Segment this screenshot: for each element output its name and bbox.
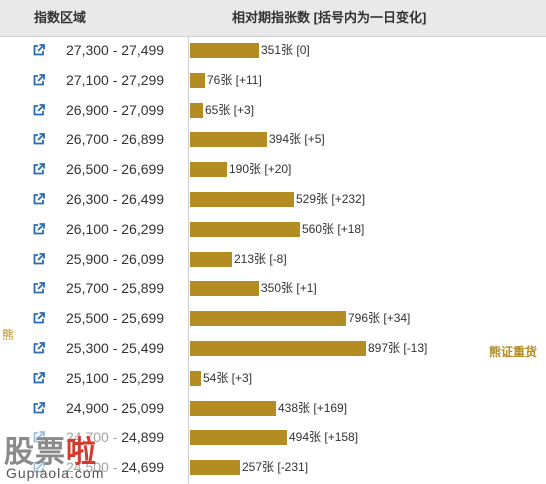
- index-range-label: 27,100 - 27,299: [66, 71, 165, 88]
- bar: [190, 132, 267, 148]
- index-range-label: 25,300 - 25,499: [66, 340, 165, 356]
- bar: [190, 162, 227, 178]
- external-link-icon[interactable]: [33, 44, 45, 56]
- bear-side-label: 熊: [2, 328, 15, 342]
- table-row: 27,300 - 27,499 351张 [0]: [0, 36, 546, 66]
- external-link-icon[interactable]: [33, 342, 45, 354]
- external-link-icon[interactable]: [33, 73, 45, 86]
- external-link-icon[interactable]: [33, 252, 45, 265]
- bar-data-label: 529张 [+232]: [296, 192, 366, 206]
- bar: [190, 221, 300, 237]
- table-row: 25,300 - 25,499 897张 [-13]: [0, 334, 546, 364]
- bar-data-label: 76张 [+11]: [207, 72, 262, 87]
- bar: [190, 311, 346, 327]
- column-divider: [188, 36, 189, 484]
- table-row: 26,500 - 26,699 190张 [+20]: [0, 155, 546, 185]
- bar-data-label: 190张 [+20]: [229, 162, 292, 177]
- range-column-header: 指数区域: [34, 10, 87, 25]
- bar-data-label: 54张 [+3]: [203, 370, 253, 385]
- watermark-url: Gupiaola.com: [6, 465, 105, 481]
- watermark-text-accent: 啦: [66, 435, 97, 470]
- table-row: 26,700 - 26,899 394张 [+5]: [0, 125, 546, 155]
- bar-data-label: 494张 [+158]: [289, 430, 359, 445]
- bar: [190, 251, 232, 267]
- index-range-label: 25,700 - 25,899: [66, 280, 165, 297]
- index-range-label: 25,500 - 25,699: [66, 310, 165, 327]
- bar-data-label: 257张 [-231]: [242, 460, 309, 475]
- table-row: 25,900 - 26,099 213张 [-8]: [0, 245, 546, 275]
- table-row: 25,100 - 25,299 54张 [+3]: [0, 364, 546, 394]
- watermark-text-main: 股票: [4, 435, 66, 470]
- index-range-label: 25,100 - 25,299: [66, 369, 165, 386]
- bar: [190, 430, 287, 446]
- bar: [190, 102, 203, 118]
- table-row: 25,500 - 25,699 796张 [+34]: [0, 304, 546, 334]
- bar: [190, 460, 240, 476]
- external-link-icon[interactable]: [33, 163, 45, 175]
- watermark-logo: 股票啦 Gupiaola.com: [2, 425, 122, 483]
- external-link-icon[interactable]: [33, 282, 45, 294]
- table-row: 27,100 - 27,299 76张 [+11]: [0, 66, 546, 96]
- bar-data-label: 351张 [0]: [261, 43, 310, 57]
- external-link-icon[interactable]: [33, 133, 45, 145]
- index-range-label: 26,700 - 26,899: [66, 131, 165, 148]
- external-link-icon[interactable]: [33, 312, 45, 324]
- count-column-header: 相对期指张数 [括号内为一日变化]: [232, 10, 427, 25]
- index-range-label: 25,900 - 26,099: [66, 250, 165, 267]
- index-range-label: 26,100 - 26,299: [66, 220, 165, 237]
- table-row: 26,900 - 27,099 65张 [+3]: [0, 96, 546, 126]
- external-link-icon[interactable]: [33, 401, 45, 414]
- bar: [190, 370, 201, 386]
- bar-data-label: 65张 [+3]: [205, 102, 255, 117]
- bar: [190, 400, 276, 416]
- external-link-icon[interactable]: [33, 103, 45, 116]
- bar-data-label: 394张 [+5]: [269, 132, 325, 147]
- watermark-main: 股票啦: [4, 427, 97, 471]
- table-header: 指数区域 相对期指张数 [括号内为一日变化]: [0, 0, 546, 37]
- table-row: 26,300 - 26,499 529张 [+232]: [0, 185, 546, 215]
- bar: [190, 72, 205, 88]
- external-link-icon[interactable]: [33, 193, 45, 205]
- bar: [190, 192, 294, 207]
- bar-data-label: 560张 [+18]: [302, 221, 365, 236]
- index-range-label: 27,300 - 27,499: [66, 42, 165, 58]
- bar: [190, 281, 259, 297]
- bar-data-label: 213张 [-8]: [234, 251, 287, 266]
- bar: [190, 341, 366, 356]
- index-range-label: 26,900 - 27,099: [66, 101, 165, 118]
- peak-annotation: 熊证重货: [489, 345, 538, 359]
- bar-data-label: 897张 [-13]: [368, 341, 428, 355]
- bar-data-label: 438张 [+169]: [278, 400, 348, 415]
- index-range-label: 26,500 - 26,699: [66, 161, 165, 178]
- bar: [190, 43, 259, 58]
- index-range-label: 26,300 - 26,499: [66, 191, 165, 207]
- bar-data-label: 350张 [+1]: [261, 281, 317, 296]
- table-row: 26,100 - 26,299 560张 [+18]: [0, 215, 546, 245]
- external-link-icon[interactable]: [33, 371, 45, 384]
- bar-data-label: 796张 [+34]: [348, 311, 411, 326]
- index-range-label: 24,900 - 25,099: [66, 399, 165, 416]
- external-link-icon[interactable]: [33, 222, 45, 235]
- table-row: 25,700 - 25,899 350张 [+1]: [0, 274, 546, 304]
- table-row: 24,900 - 25,099 438张 [+169]: [0, 394, 546, 424]
